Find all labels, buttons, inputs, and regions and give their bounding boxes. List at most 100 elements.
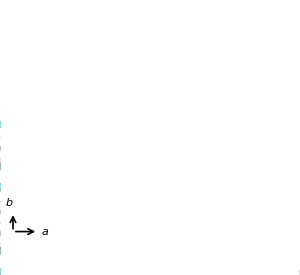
Circle shape: [151, 208, 157, 213]
Circle shape: [3, 229, 8, 234]
Polygon shape: [34, 52, 61, 64]
Polygon shape: [115, 77, 142, 89]
Polygon shape: [142, 205, 169, 216]
Polygon shape: [156, 73, 183, 85]
Polygon shape: [156, 56, 183, 68]
Polygon shape: [34, 247, 61, 259]
Polygon shape: [237, 201, 264, 212]
Polygon shape: [7, 222, 34, 233]
Polygon shape: [34, 162, 61, 174]
Polygon shape: [115, 95, 142, 106]
Polygon shape: [196, 222, 223, 233]
Circle shape: [28, 269, 41, 275]
Polygon shape: [75, 183, 102, 195]
Polygon shape: [61, 247, 88, 259]
Polygon shape: [88, 179, 115, 191]
Circle shape: [95, 205, 109, 219]
Polygon shape: [223, 35, 250, 46]
Circle shape: [192, 186, 197, 192]
Polygon shape: [223, 120, 250, 131]
Polygon shape: [21, 183, 48, 195]
Circle shape: [244, 14, 257, 28]
Polygon shape: [210, 98, 237, 110]
Circle shape: [49, 51, 74, 76]
Circle shape: [217, 227, 230, 240]
Circle shape: [178, 80, 184, 86]
Circle shape: [292, 9, 300, 34]
Polygon shape: [129, 158, 156, 170]
Polygon shape: [75, 201, 102, 212]
Circle shape: [298, 14, 300, 28]
Circle shape: [95, 120, 109, 134]
Polygon shape: [61, 35, 88, 46]
Polygon shape: [142, 35, 169, 46]
Circle shape: [232, 165, 238, 170]
Circle shape: [238, 94, 263, 119]
Circle shape: [224, 157, 249, 182]
Polygon shape: [250, 77, 278, 89]
Circle shape: [246, 186, 251, 192]
Polygon shape: [0, 226, 21, 237]
Circle shape: [116, 0, 141, 12]
Circle shape: [271, 57, 284, 70]
Polygon shape: [75, 98, 102, 110]
Polygon shape: [142, 120, 169, 131]
Polygon shape: [169, 179, 196, 191]
Circle shape: [130, 94, 155, 119]
Polygon shape: [264, 141, 291, 153]
Circle shape: [251, 200, 276, 225]
Circle shape: [298, 184, 300, 198]
Polygon shape: [88, 95, 115, 106]
Circle shape: [0, 142, 14, 155]
Polygon shape: [210, 201, 237, 212]
Polygon shape: [115, 52, 142, 64]
Polygon shape: [61, 52, 88, 64]
Polygon shape: [102, 243, 129, 255]
Polygon shape: [196, 95, 223, 106]
Circle shape: [232, 80, 238, 86]
Polygon shape: [88, 120, 115, 131]
Circle shape: [157, 51, 182, 76]
Circle shape: [8, 242, 33, 267]
Circle shape: [165, 144, 170, 149]
Circle shape: [62, 242, 87, 267]
Polygon shape: [48, 268, 75, 275]
Polygon shape: [102, 98, 129, 110]
Circle shape: [292, 94, 300, 119]
Polygon shape: [129, 226, 156, 237]
Circle shape: [30, 271, 35, 275]
Polygon shape: [210, 268, 237, 275]
Polygon shape: [210, 243, 237, 255]
Circle shape: [143, 30, 168, 55]
Polygon shape: [278, 137, 300, 148]
Polygon shape: [196, 10, 223, 21]
Polygon shape: [0, 162, 7, 174]
Polygon shape: [156, 201, 183, 212]
Circle shape: [206, 208, 211, 213]
Circle shape: [28, 99, 41, 113]
Circle shape: [116, 72, 141, 97]
Polygon shape: [156, 98, 183, 110]
Polygon shape: [183, 243, 210, 255]
Circle shape: [230, 163, 244, 176]
Polygon shape: [156, 31, 183, 43]
Circle shape: [284, 0, 298, 7]
Polygon shape: [75, 268, 102, 275]
Circle shape: [124, 165, 129, 170]
Circle shape: [170, 72, 195, 97]
Circle shape: [244, 269, 257, 275]
Polygon shape: [129, 268, 156, 275]
Polygon shape: [237, 268, 264, 275]
Polygon shape: [210, 226, 237, 237]
Polygon shape: [48, 73, 75, 85]
Polygon shape: [142, 137, 169, 148]
Circle shape: [70, 165, 75, 170]
Circle shape: [14, 163, 28, 176]
Circle shape: [89, 200, 114, 225]
Polygon shape: [129, 201, 156, 212]
Polygon shape: [183, 183, 210, 195]
Circle shape: [178, 0, 184, 1]
Circle shape: [271, 227, 284, 240]
Circle shape: [246, 101, 251, 107]
Polygon shape: [223, 247, 250, 259]
